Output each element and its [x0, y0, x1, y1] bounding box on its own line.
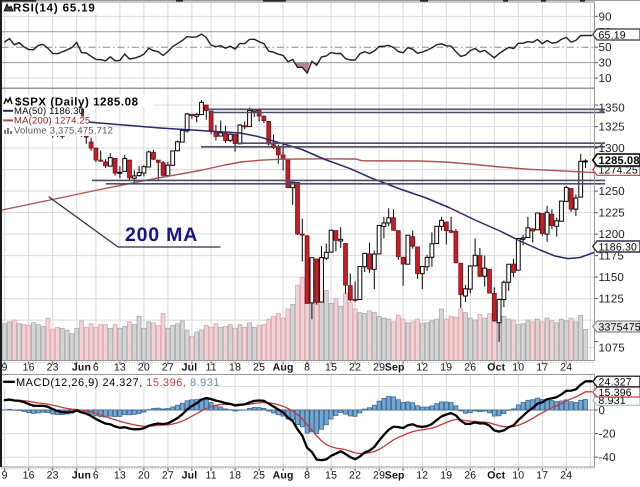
svg-text:Jun: Jun: [72, 362, 91, 374]
svg-text:1225: 1225: [599, 208, 625, 220]
svg-text:Jul: Jul: [182, 362, 198, 374]
svg-text:23: 23: [47, 362, 59, 374]
svg-text:26: 26: [464, 470, 476, 482]
svg-text:Sep: Sep: [385, 470, 405, 482]
svg-text:22: 22: [349, 470, 361, 482]
svg-text:8: 8: [304, 470, 310, 482]
svg-text:11: 11: [205, 362, 216, 374]
svg-text:$SPX (Daily) 1285.08: $SPX (Daily) 1285.08: [15, 97, 139, 109]
svg-text:25: 25: [253, 470, 265, 482]
svg-text:6: 6: [93, 362, 99, 374]
svg-text:27: 27: [162, 362, 174, 374]
svg-text:12: 12: [416, 362, 428, 374]
svg-text:1300: 1300: [599, 143, 625, 155]
svg-text:0: 0: [599, 405, 606, 417]
svg-text:9: 9: [2, 470, 8, 482]
svg-text:1075: 1075: [599, 343, 625, 355]
svg-text:25: 25: [253, 362, 265, 374]
svg-text:3375475: 3375475: [599, 321, 640, 333]
svg-text:8: 8: [304, 362, 310, 374]
svg-text:22: 22: [349, 362, 361, 374]
svg-text:65.19: 65.19: [599, 29, 626, 41]
svg-text:15.396: 15.396: [599, 387, 632, 399]
svg-text:1200: 1200: [599, 229, 625, 241]
svg-text:-40: -40: [599, 452, 616, 464]
svg-text:27: 27: [162, 470, 174, 482]
svg-text:18: 18: [229, 470, 241, 482]
svg-text:23: 23: [47, 470, 59, 482]
svg-text:11: 11: [205, 470, 216, 482]
svg-text:29: 29: [373, 362, 385, 374]
svg-text:19: 19: [440, 362, 452, 374]
svg-text:9: 9: [2, 362, 8, 374]
svg-text:Sep: Sep: [385, 362, 405, 374]
svg-text:Oct: Oct: [487, 470, 505, 482]
svg-text:RSI(14) 65.19: RSI(14) 65.19: [13, 3, 96, 15]
svg-text:MA(200) 1274.25: MA(200) 1274.25: [14, 116, 90, 127]
svg-text:1325: 1325: [599, 122, 625, 134]
svg-text:Aug: Aug: [273, 470, 294, 482]
svg-text:10: 10: [599, 73, 612, 85]
svg-text:1274.25: 1274.25: [599, 165, 638, 177]
svg-text:Oct: Oct: [487, 362, 505, 374]
svg-text:30: 30: [599, 58, 612, 70]
svg-text:1175: 1175: [599, 251, 625, 263]
svg-text:10: 10: [512, 362, 524, 374]
svg-text:12: 12: [416, 470, 428, 482]
svg-text:24: 24: [560, 362, 572, 374]
svg-text:1186.30: 1186.30: [599, 241, 638, 253]
svg-text:16: 16: [23, 362, 35, 374]
svg-text:10: 10: [512, 470, 524, 482]
svg-text:1350: 1350: [599, 103, 625, 115]
svg-text:13: 13: [114, 470, 126, 482]
svg-text:6: 6: [93, 470, 99, 482]
svg-text:29: 29: [373, 470, 385, 482]
svg-text:15: 15: [325, 362, 337, 374]
svg-text:26: 26: [464, 362, 476, 374]
svg-text:15: 15: [325, 470, 337, 482]
svg-text:16: 16: [23, 470, 35, 482]
svg-text:-20: -20: [599, 429, 616, 441]
svg-text:17: 17: [536, 362, 548, 374]
svg-text:20: 20: [138, 362, 150, 374]
svg-text:Jul: Jul: [182, 470, 198, 482]
svg-text:Volume 3,375,475,712: Volume 3,375,475,712: [14, 126, 113, 137]
svg-text:MA(50) 1186.30: MA(50) 1186.30: [14, 106, 84, 117]
svg-text:17: 17: [536, 470, 548, 482]
svg-text:24: 24: [560, 470, 572, 482]
svg-text:Jun: Jun: [72, 470, 91, 482]
svg-text:MACD(12,26,9) 24.327, 15.396,: MACD(12,26,9) 24.327, 15.396, 8.931: [16, 377, 220, 389]
svg-text:24.327: 24.327: [599, 376, 632, 388]
svg-text:50: 50: [599, 42, 612, 54]
svg-text:19: 19: [440, 470, 452, 482]
svg-text:200 MA: 200 MA: [125, 224, 198, 246]
svg-text:13: 13: [114, 362, 126, 374]
svg-text:90: 90: [599, 11, 612, 23]
svg-text:1125: 1125: [599, 294, 625, 306]
svg-text:1250: 1250: [599, 186, 625, 198]
svg-text:1150: 1150: [599, 272, 625, 284]
svg-text:Aug: Aug: [273, 362, 294, 374]
svg-text:20: 20: [138, 470, 150, 482]
svg-text:1285.08: 1285.08: [599, 155, 640, 167]
svg-text:8.931: 8.931: [599, 395, 626, 407]
svg-text:18: 18: [229, 362, 241, 374]
